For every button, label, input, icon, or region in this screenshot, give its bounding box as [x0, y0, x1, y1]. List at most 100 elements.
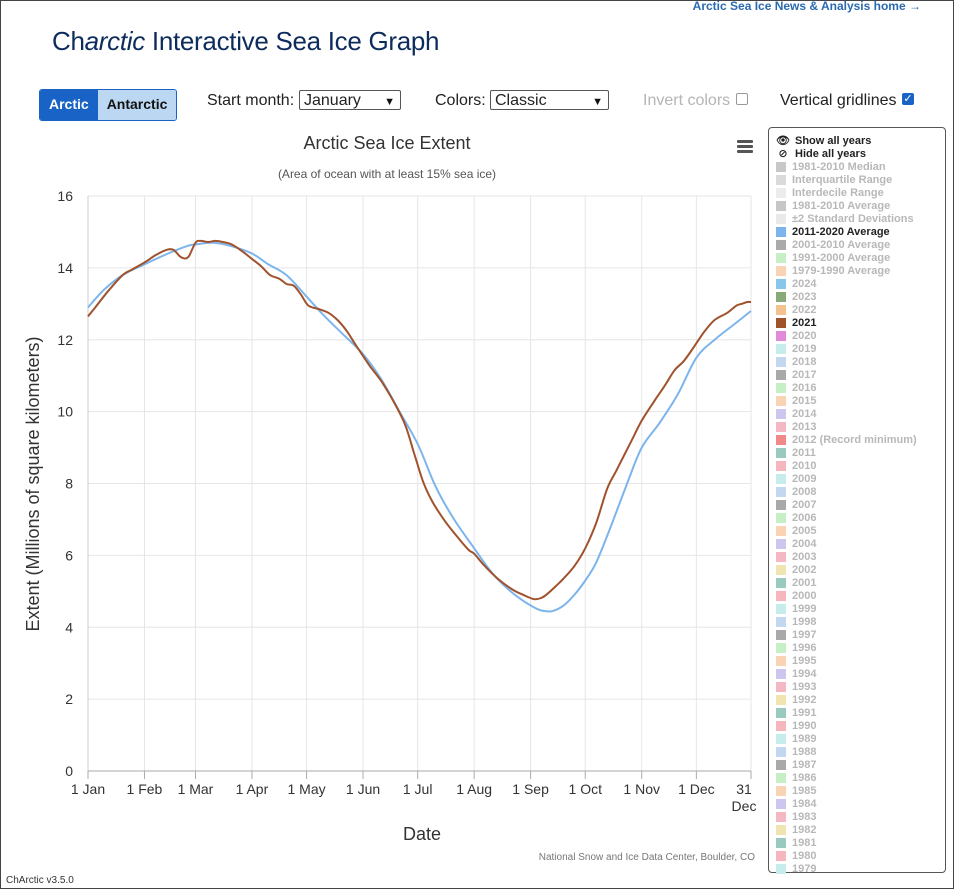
legend-swatch — [776, 447, 786, 458]
invert-colors-checkbox[interactable] — [736, 93, 748, 105]
legend-label: 2001 — [792, 576, 817, 589]
legend-item[interactable]: Interquartile Range — [776, 173, 945, 186]
legend-item[interactable]: 2012 (Record minimum) — [776, 433, 945, 446]
legend-label: 1982 — [792, 823, 817, 836]
legend-swatch — [776, 850, 786, 861]
legend-item[interactable]: 2002 — [776, 563, 945, 576]
legend-item[interactable]: Interdecile Range — [776, 186, 945, 199]
legend-swatch — [776, 252, 786, 263]
legend-swatch — [776, 213, 786, 224]
legend-label: 2009 — [792, 472, 817, 485]
antarctic-button[interactable]: Antarctic — [97, 90, 177, 120]
legend-swatch — [776, 161, 786, 172]
legend-item[interactable]: 2024 — [776, 277, 945, 290]
x-tick-label: 1 Mar — [178, 781, 214, 797]
legend-item[interactable]: 2023 — [776, 290, 945, 303]
legend-item[interactable]: 1981 — [776, 836, 945, 849]
legend-item[interactable]: 2014 — [776, 407, 945, 420]
legend-item[interactable]: 2019 — [776, 342, 945, 355]
hamburger-menu-icon[interactable] — [737, 140, 753, 155]
legend-item[interactable]: 1997 — [776, 628, 945, 641]
chart-subtitle: (Area of ocean with at least 15% sea ice… — [277, 167, 497, 181]
legend-item[interactable]: 1996 — [776, 641, 945, 654]
legend-item[interactable]: 1979 — [776, 862, 945, 875]
legend-item[interactable]: 2010 — [776, 459, 945, 472]
legend-item[interactable]: 1984 — [776, 797, 945, 810]
legend-item[interactable]: 2008 — [776, 485, 945, 498]
legend-item[interactable]: 2022 — [776, 303, 945, 316]
legend-swatch — [776, 473, 786, 484]
legend-swatch — [776, 187, 786, 198]
legend-item[interactable]: 1979-1990 Average — [776, 264, 945, 277]
legend-label: 1993 — [792, 680, 817, 693]
legend-item[interactable]: 2011 — [776, 446, 945, 459]
legend-item[interactable]: 2011-2020 Average — [776, 225, 945, 238]
vertical-gridlines-checkbox[interactable]: ✓ — [902, 93, 914, 105]
legend-item[interactable]: 2013 — [776, 420, 945, 433]
hide-all-years-control[interactable]: ⊘ Hide all years — [776, 147, 945, 161]
legend-item[interactable]: 2003 — [776, 550, 945, 563]
legend-item[interactable]: 2021 — [776, 316, 945, 329]
legend-item[interactable]: 1993 — [776, 680, 945, 693]
legend-item[interactable]: 1989 — [776, 732, 945, 745]
legend-item[interactable]: 2018 — [776, 355, 945, 368]
legend-label: 1987 — [792, 758, 817, 771]
legend-label: 2017 — [792, 368, 817, 381]
legend-item[interactable]: 1987 — [776, 758, 945, 771]
legend-item[interactable]: 2020 — [776, 329, 945, 342]
legend-item[interactable]: 2006 — [776, 511, 945, 524]
legend-item[interactable]: 1982 — [776, 823, 945, 836]
title-italic: arctic — [84, 26, 146, 56]
legend-item[interactable]: 1991 — [776, 706, 945, 719]
y-tick-label: 14 — [57, 260, 73, 276]
legend-item[interactable]: 1988 — [776, 745, 945, 758]
legend-label: 1996 — [792, 641, 817, 654]
legend-label: 2000 — [792, 589, 817, 602]
legend-item[interactable]: 1994 — [776, 667, 945, 680]
legend-label: 1991-2000 Average — [792, 251, 891, 264]
legend-item[interactable]: 1983 — [776, 810, 945, 823]
show-all-years-control[interactable]: 👁 Show all years — [776, 134, 945, 148]
legend-item[interactable]: 1986 — [776, 771, 945, 784]
legend-item[interactable]: 1981-2010 Median — [776, 160, 945, 173]
legend-item[interactable]: 1992 — [776, 693, 945, 706]
legend-item[interactable]: 2007 — [776, 498, 945, 511]
legend-item[interactable]: 1990 — [776, 719, 945, 732]
legend-item[interactable]: 2004 — [776, 537, 945, 550]
legend-item[interactable]: 2000 — [776, 589, 945, 602]
legend-item[interactable]: 2001-2010 Average — [776, 238, 945, 251]
home-link[interactable]: Arctic Sea Ice News & Analysis home → — [692, 0, 921, 13]
legend-item[interactable]: ±2 Standard Deviations — [776, 212, 945, 225]
legend-item[interactable]: 1999 — [776, 602, 945, 615]
legend-item[interactable]: 2001 — [776, 576, 945, 589]
legend-item[interactable]: 1981-2010 Average — [776, 199, 945, 212]
legend-label: 2021 — [792, 316, 817, 329]
y-tick-label: 10 — [57, 404, 73, 420]
legend-swatch — [776, 707, 786, 718]
legend-item[interactable]: 1980 — [776, 849, 945, 862]
start-month-select[interactable]: January ▼ — [299, 90, 401, 110]
colors-select[interactable]: Classic ▼ — [490, 90, 609, 110]
legend-swatch — [776, 265, 786, 276]
legend-item[interactable]: 1985 — [776, 784, 945, 797]
arctic-button[interactable]: Arctic — [40, 90, 98, 120]
colors-value: Classic — [495, 92, 547, 109]
legend-item[interactable]: 2015 — [776, 394, 945, 407]
legend-label: 1979 — [792, 862, 817, 875]
legend-item[interactable]: 2017 — [776, 368, 945, 381]
legend-item[interactable]: 1998 — [776, 615, 945, 628]
legend-swatch — [776, 317, 786, 328]
legend-swatch — [776, 525, 786, 536]
legend-swatch — [776, 564, 786, 575]
legend-label: 2012 (Record minimum) — [792, 433, 917, 446]
legend-item[interactable]: 2005 — [776, 524, 945, 537]
legend-item[interactable]: 1991-2000 Average — [776, 251, 945, 264]
legend-label: 1991 — [792, 706, 817, 719]
legend-label: 2023 — [792, 290, 817, 303]
legend-swatch — [776, 759, 786, 770]
legend-item[interactable]: 2009 — [776, 472, 945, 485]
legend-item[interactable]: 2016 — [776, 381, 945, 394]
legend-label: 1979-1990 Average — [792, 264, 891, 277]
legend-item[interactable]: 1995 — [776, 654, 945, 667]
legend-label: 2015 — [792, 394, 817, 407]
